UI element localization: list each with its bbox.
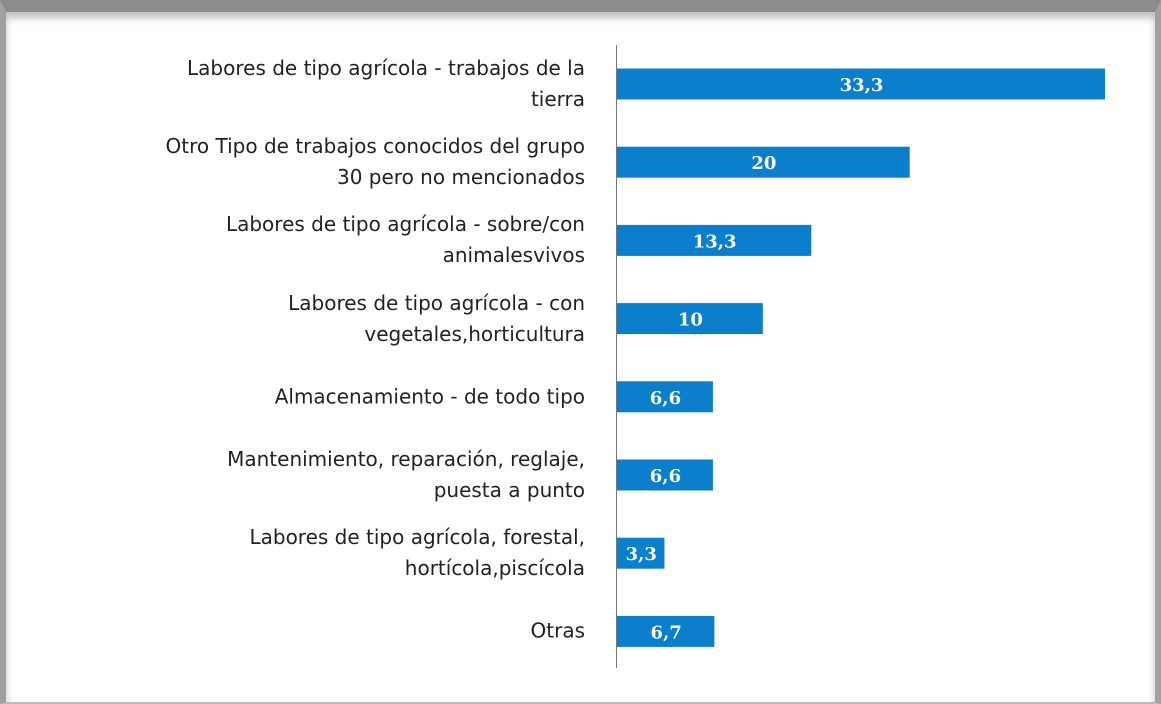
value-label: 33,3 <box>840 75 884 96</box>
bar <box>617 68 1105 100</box>
category-label: Mantenimiento, reparación, reglaje, pues… <box>227 447 585 502</box>
value-label: 6,7 <box>651 622 682 643</box>
category-label: Otras <box>530 618 585 643</box>
bar <box>617 459 713 491</box>
value-label: 6,6 <box>650 388 681 409</box>
value-label: 20 <box>751 153 776 174</box>
value-label: 3,3 <box>626 544 657 565</box>
category-label: Labores de tipo agrícola - trabajos de l… <box>187 56 585 111</box>
value-label: 6,6 <box>650 466 681 487</box>
bar <box>617 224 812 256</box>
bar <box>617 537 665 569</box>
category-label: Labores de tipo agrícola, forestal, hort… <box>249 525 585 581</box>
value-label: 13,3 <box>693 231 737 252</box>
bar <box>617 615 715 647</box>
bar <box>617 146 910 178</box>
value-label: 10 <box>678 310 703 331</box>
bar <box>617 303 763 335</box>
category-label: Labores de tipo agrícola - con vegetales… <box>288 290 585 346</box>
category-label: Labores de tipo agrícola - sobre/con ani… <box>225 212 585 268</box>
category-label: Almacenamiento - de todo tipo <box>274 384 585 409</box>
bar <box>617 381 713 413</box>
category-label: Otro Tipo de trabajos conocidos del grup… <box>165 134 585 190</box>
